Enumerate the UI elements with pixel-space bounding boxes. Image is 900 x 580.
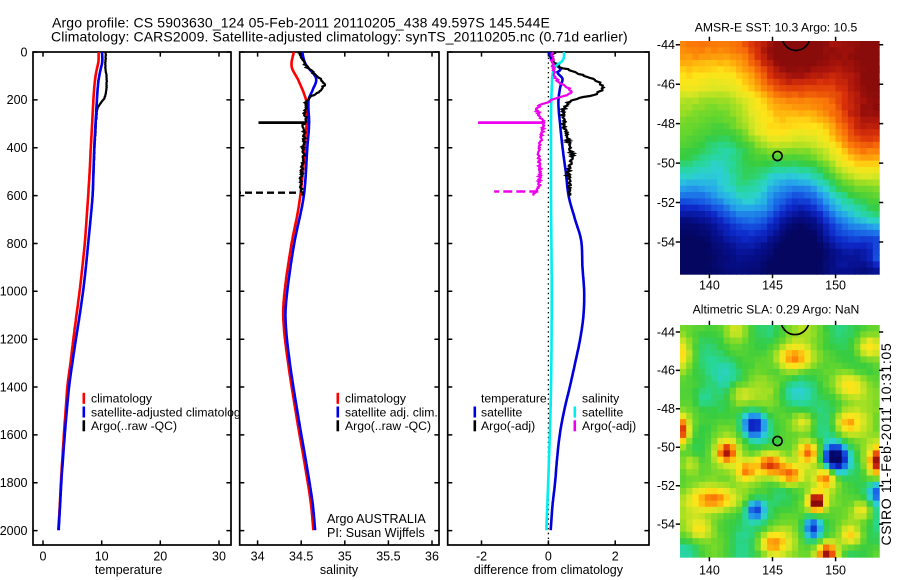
svg-text:satellite: satellite bbox=[582, 405, 624, 419]
svg-text:Argo(-adj): Argo(-adj) bbox=[582, 419, 636, 433]
svg-text:2000: 2000 bbox=[0, 524, 28, 538]
svg-text:Argo AUSTRALIA: Argo AUSTRALIA bbox=[327, 512, 426, 526]
svg-text:35.5: 35.5 bbox=[376, 550, 400, 564]
svg-text:400: 400 bbox=[7, 141, 28, 155]
svg-text:-52: -52 bbox=[657, 196, 675, 210]
svg-text:150: 150 bbox=[825, 564, 846, 578]
svg-text:1000: 1000 bbox=[0, 285, 28, 299]
svg-text:Argo profile: CS 5903630_124 0: Argo profile: CS 5903630_124 05-Feb-2011… bbox=[52, 15, 550, 31]
svg-text:10: 10 bbox=[95, 550, 109, 564]
svg-text:34: 34 bbox=[251, 550, 265, 564]
svg-text:temperature: temperature bbox=[481, 392, 547, 406]
svg-text:150: 150 bbox=[825, 279, 846, 293]
svg-text:35: 35 bbox=[338, 550, 352, 564]
svg-text:-50: -50 bbox=[657, 441, 675, 455]
svg-text:AMSR-E SST: 10.3 Argo: 10.5: AMSR-E SST: 10.3 Argo: 10.5 bbox=[695, 21, 858, 35]
svg-text:145: 145 bbox=[762, 564, 783, 578]
svg-text:800: 800 bbox=[7, 237, 28, 251]
svg-text:1600: 1600 bbox=[0, 428, 28, 442]
svg-text:145: 145 bbox=[762, 279, 783, 293]
svg-text:0: 0 bbox=[21, 45, 28, 59]
svg-text:600: 600 bbox=[7, 189, 28, 203]
svg-text:-2: -2 bbox=[476, 550, 487, 564]
svg-text:-48: -48 bbox=[657, 402, 675, 416]
svg-text:climatology: climatology bbox=[91, 392, 153, 406]
svg-text:salinity: salinity bbox=[582, 392, 620, 406]
svg-text:Argo(..raw -QC): Argo(..raw -QC) bbox=[91, 419, 177, 433]
svg-text:satellite adj. clim.: satellite adj. clim. bbox=[345, 405, 438, 419]
svg-text:140: 140 bbox=[699, 564, 720, 578]
svg-text:CSIRO 11-Feb-2011 10:31:05: CSIRO 11-Feb-2011 10:31:05 bbox=[878, 343, 894, 546]
svg-text:difference from climatology: difference from climatology bbox=[474, 563, 624, 577]
svg-text:200: 200 bbox=[7, 93, 28, 107]
svg-text:Climatology: CARS2009. Satelli: Climatology: CARS2009. Satellite-adjuste… bbox=[51, 29, 628, 45]
svg-text:0: 0 bbox=[40, 550, 47, 564]
svg-text:-46: -46 bbox=[657, 364, 675, 378]
svg-text:2: 2 bbox=[612, 550, 619, 564]
svg-text:Altimetric SLA: 0.29 Argo: NaN: Altimetric SLA: 0.29 Argo: NaN bbox=[693, 303, 860, 317]
svg-text:-46: -46 bbox=[657, 78, 675, 92]
svg-text:Argo(-adj): Argo(-adj) bbox=[481, 419, 535, 433]
svg-text:salinity: salinity bbox=[320, 563, 359, 577]
svg-text:20: 20 bbox=[153, 550, 167, 564]
svg-text:Argo(..raw -QC): Argo(..raw -QC) bbox=[345, 419, 431, 433]
svg-text:-44: -44 bbox=[657, 325, 675, 339]
svg-text:satellite-adjusted climatology: satellite-adjusted climatology bbox=[91, 405, 248, 419]
svg-text:34.5: 34.5 bbox=[289, 550, 313, 564]
svg-text:140: 140 bbox=[699, 279, 720, 293]
svg-text:satellite: satellite bbox=[481, 405, 523, 419]
svg-text:-48: -48 bbox=[657, 117, 675, 131]
svg-text:-54: -54 bbox=[657, 517, 675, 531]
svg-text:-52: -52 bbox=[657, 479, 675, 493]
svg-text:1200: 1200 bbox=[0, 333, 28, 347]
svg-text:PI: Susan Wijffels: PI: Susan Wijffels bbox=[327, 526, 425, 540]
svg-text:-54: -54 bbox=[657, 235, 675, 249]
svg-text:temperature: temperature bbox=[95, 563, 162, 577]
svg-text:climatology: climatology bbox=[345, 392, 407, 406]
svg-text:1800: 1800 bbox=[0, 476, 28, 490]
svg-text:0: 0 bbox=[545, 550, 552, 564]
svg-text:1400: 1400 bbox=[0, 380, 28, 394]
svg-text:30: 30 bbox=[212, 550, 226, 564]
svg-text:36: 36 bbox=[425, 550, 439, 564]
svg-text:-50: -50 bbox=[657, 156, 675, 170]
svg-text:-44: -44 bbox=[657, 38, 675, 52]
